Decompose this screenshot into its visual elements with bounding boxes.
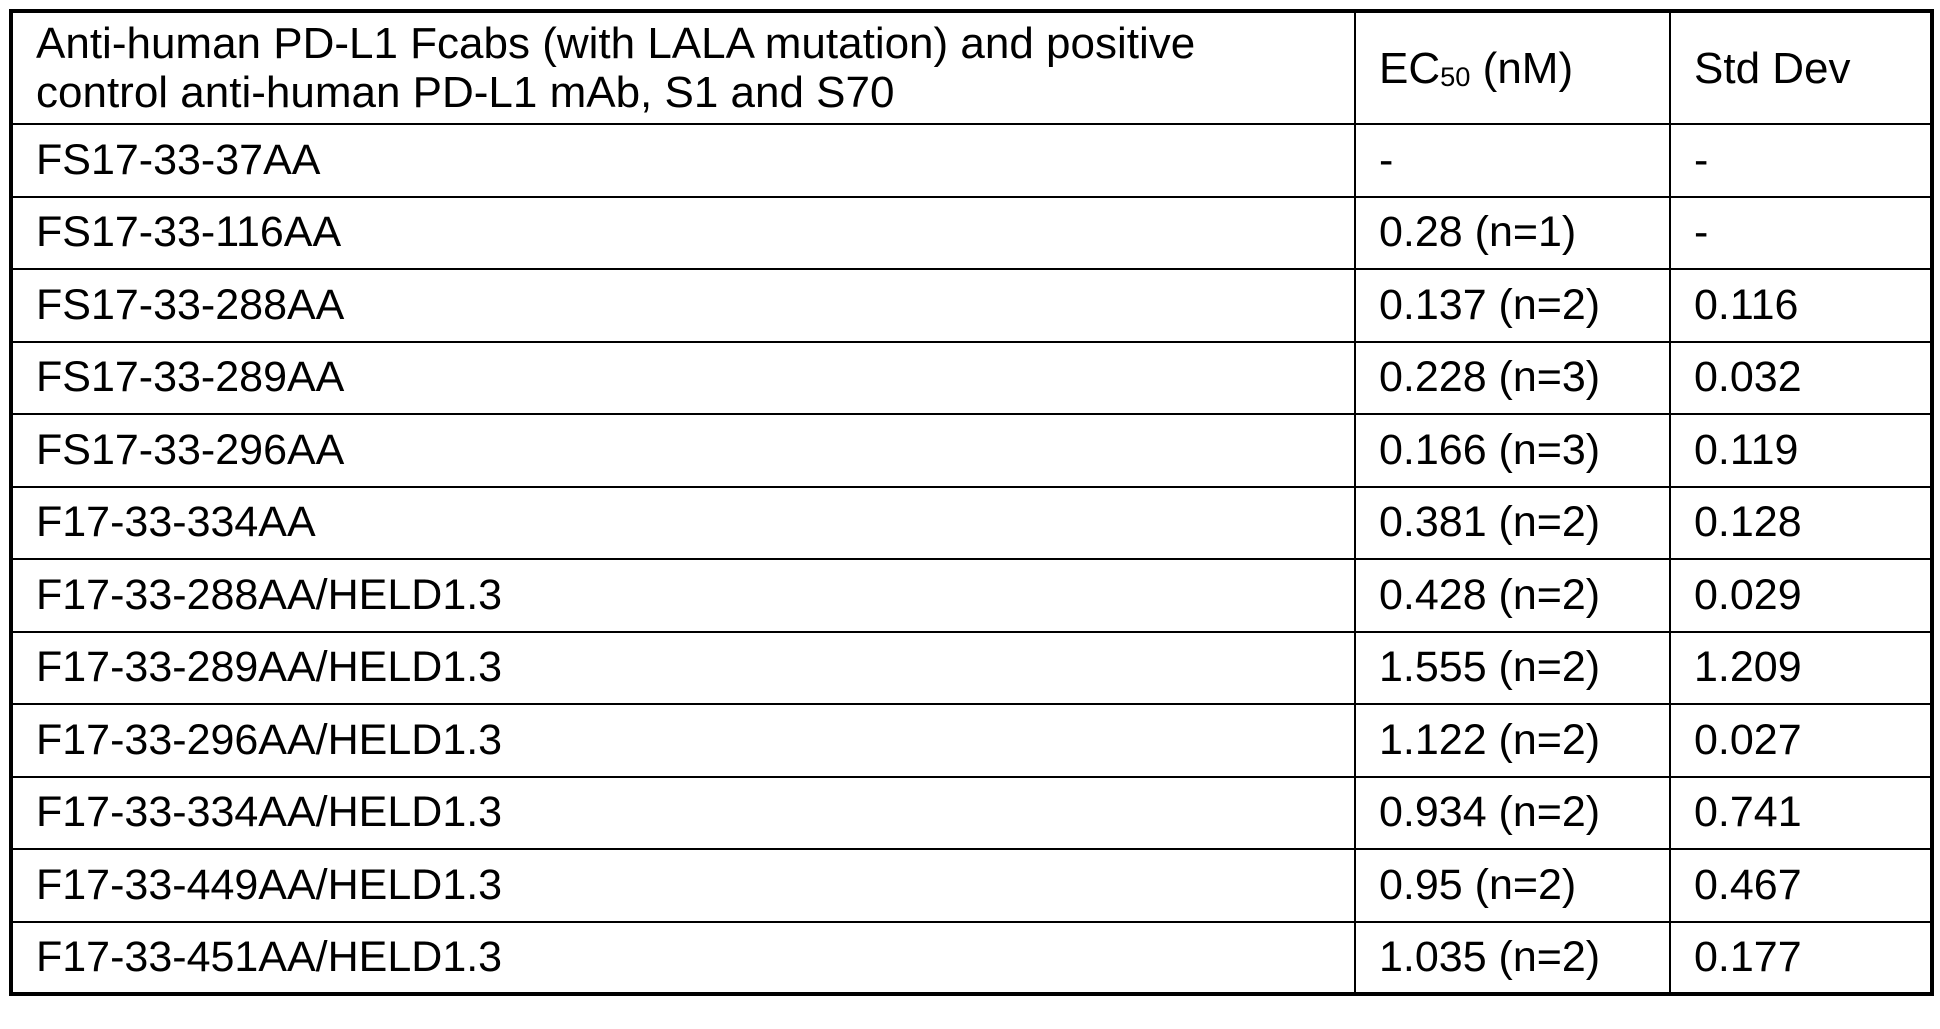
stddev-cell: - — [1669, 123, 1933, 198]
ec50-cell: 1.555 (n=2) — [1354, 630, 1671, 705]
ec50-label-suffix: (nM) — [1470, 43, 1574, 93]
ec50-cell: 1.122 (n=2) — [1354, 703, 1671, 778]
fcab-name-cell: FS17-33-37AA — [10, 123, 1356, 198]
header-description-line1: Anti-human PD-L1 Fcabs (with LALA mutati… — [36, 19, 1196, 68]
ec50-cell: 0.381 (n=2) — [1354, 485, 1671, 560]
fcab-name-cell: F17-33-289AA/HELD1.3 — [10, 630, 1356, 705]
stddev-cell: 0.116 — [1669, 268, 1933, 343]
table-row: F17-33-289AA/HELD1.3 1.555 (n=2) 1.209 — [10, 630, 1933, 705]
fcab-name-cell: F17-33-334AA — [10, 485, 1356, 560]
header-description-line2: control anti-human PD-L1 mAb, S1 and S70 — [36, 68, 895, 117]
header-cell-ec50: EC50 (nM) — [1354, 10, 1671, 125]
stddev-cell: 0.119 — [1669, 413, 1933, 488]
fcab-name-cell: F17-33-334AA/HELD1.3 — [10, 775, 1356, 850]
fcab-name-cell: F17-33-449AA/HELD1.3 — [10, 848, 1356, 923]
header-cell-stddev: Std Dev — [1669, 10, 1933, 125]
stddev-cell: 0.032 — [1669, 340, 1933, 415]
table-row: F17-33-449AA/HELD1.3 0.95 (n=2) 0.467 — [10, 848, 1933, 923]
results-table: Anti-human PD-L1 Fcabs (with LALA mutati… — [9, 9, 1934, 996]
fcab-name-cell: F17-33-296AA/HELD1.3 — [10, 703, 1356, 778]
ec50-cell: 0.137 (n=2) — [1354, 268, 1671, 343]
stddev-cell: 0.027 — [1669, 703, 1933, 778]
ec50-cell: 0.28 (n=1) — [1354, 195, 1671, 270]
fcab-name-cell: FS17-33-116AA — [10, 195, 1356, 270]
stddev-cell: 0.741 — [1669, 775, 1933, 850]
table-row: FS17-33-288AA 0.137 (n=2) 0.116 — [10, 268, 1933, 343]
header-cell-fcab-description: Anti-human PD-L1 Fcabs (with LALA mutati… — [10, 10, 1356, 125]
stddev-cell: 0.177 — [1669, 920, 1933, 995]
table-row: FS17-33-296AA 0.166 (n=3) 0.119 — [10, 413, 1933, 488]
ec50-cell: 0.95 (n=2) — [1354, 848, 1671, 923]
ec50-label-subscript: 50 — [1440, 60, 1471, 92]
stddev-cell: 0.467 — [1669, 848, 1933, 923]
ec50-cell: 0.428 (n=2) — [1354, 558, 1671, 633]
table-row: F17-33-451AA/HELD1.3 1.035 (n=2) 0.177 — [10, 920, 1933, 995]
ec50-label-prefix: EC — [1379, 43, 1441, 93]
table-row: F17-33-288AA/HELD1.3 0.428 (n=2) 0.029 — [10, 558, 1933, 633]
stddev-cell: 0.029 — [1669, 558, 1933, 633]
table-row: F17-33-334AA/HELD1.3 0.934 (n=2) 0.741 — [10, 775, 1933, 850]
ec50-cell: 0.228 (n=3) — [1354, 340, 1671, 415]
table-row: FS17-33-289AA 0.228 (n=3) 0.032 — [10, 340, 1933, 415]
table-row: FS17-33-37AA - - — [10, 123, 1933, 198]
ec50-cell: 0.934 (n=2) — [1354, 775, 1671, 850]
fcab-name-cell: F17-33-451AA/HELD1.3 — [10, 920, 1356, 995]
fcab-name-cell: FS17-33-288AA — [10, 268, 1356, 343]
ec50-cell: 1.035 (n=2) — [1354, 920, 1671, 995]
table-row: F17-33-296AA/HELD1.3 1.122 (n=2) 0.027 — [10, 703, 1933, 778]
table-header-row: Anti-human PD-L1 Fcabs (with LALA mutati… — [10, 10, 1933, 125]
ec50-cell: 0.166 (n=3) — [1354, 413, 1671, 488]
fcab-name-cell: F17-33-288AA/HELD1.3 — [10, 558, 1356, 633]
table-row: FS17-33-116AA 0.28 (n=1) - — [10, 195, 1933, 270]
fcab-name-cell: FS17-33-289AA — [10, 340, 1356, 415]
stddev-cell: 0.128 — [1669, 485, 1933, 560]
stddev-cell: - — [1669, 195, 1933, 270]
stddev-cell: 1.209 — [1669, 630, 1933, 705]
fcab-name-cell: FS17-33-296AA — [10, 413, 1356, 488]
ec50-cell: - — [1354, 123, 1671, 198]
table-row: F17-33-334AA 0.381 (n=2) 0.128 — [10, 485, 1933, 560]
